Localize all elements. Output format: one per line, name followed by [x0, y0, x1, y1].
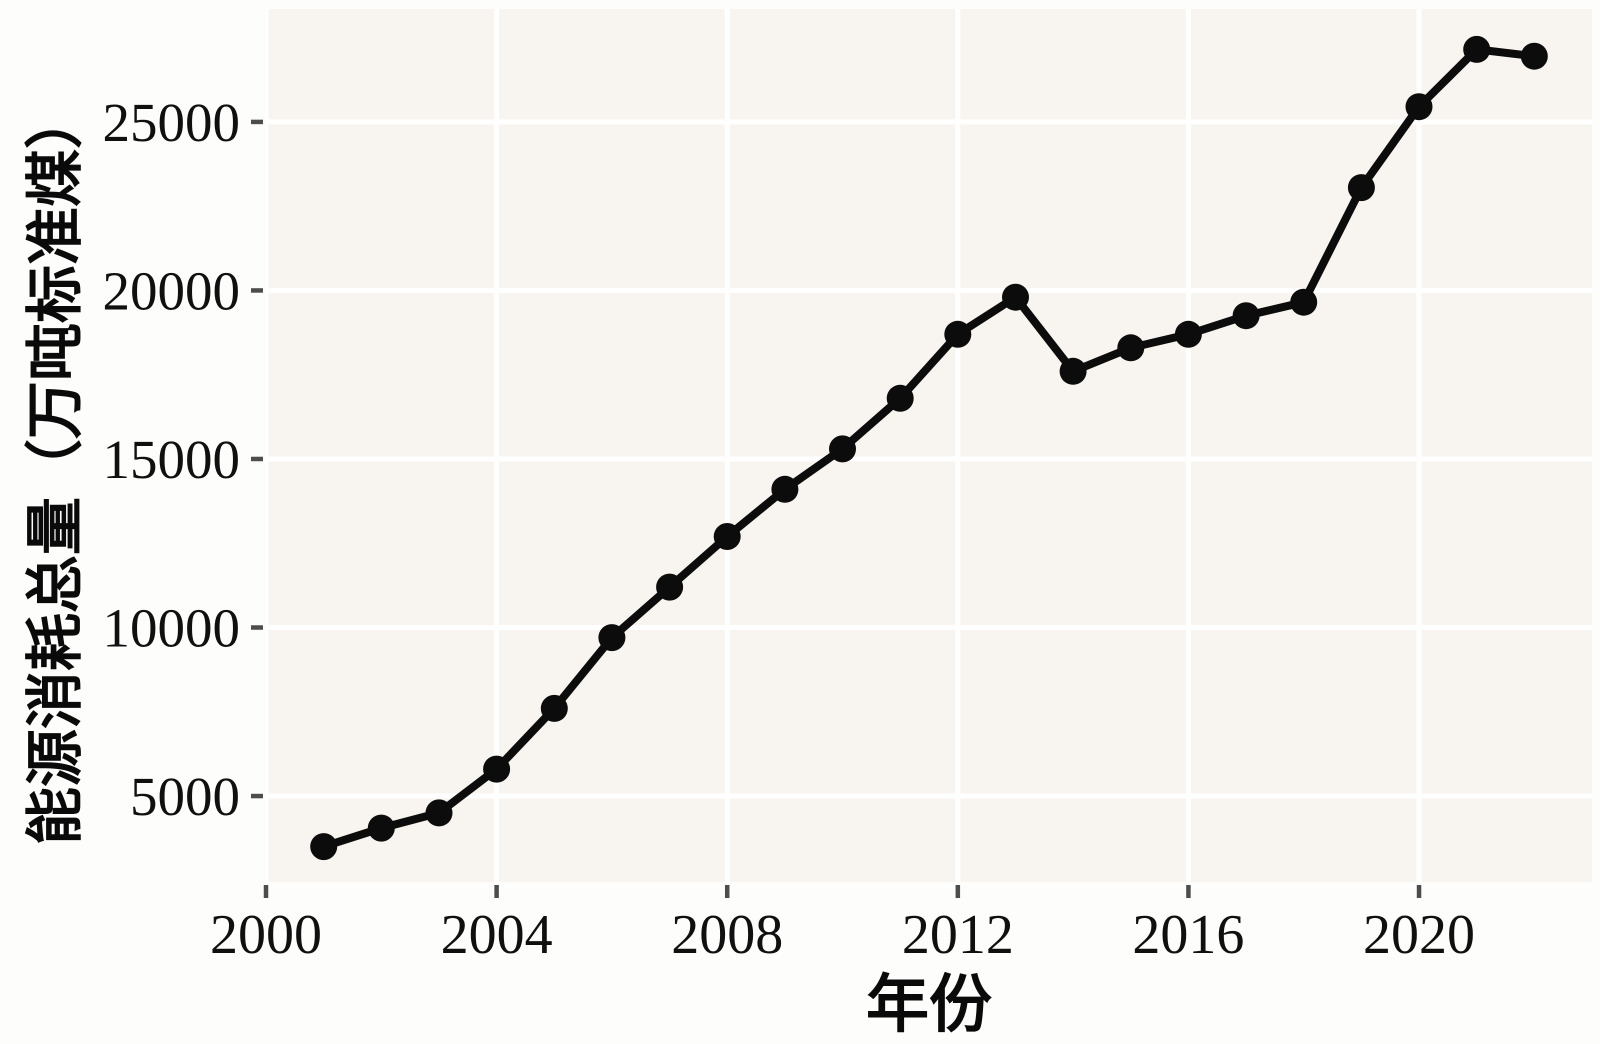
- x-tick-label: 2008: [671, 904, 783, 966]
- data-point: [1520, 42, 1548, 70]
- data-point: [771, 475, 799, 503]
- panel-background: [266, 9, 1592, 882]
- x-tick-label: 2000: [210, 904, 322, 966]
- y-tick-label: 5000: [130, 766, 240, 827]
- data-point: [540, 694, 568, 722]
- data-series: [310, 35, 1548, 861]
- x-axis-title: 年份: [866, 970, 992, 1040]
- x-tick-label: 2020: [1363, 904, 1475, 966]
- y-tick-label: 20000: [103, 260, 241, 321]
- y-tick-label: 15000: [103, 429, 241, 490]
- data-point: [483, 755, 511, 783]
- data-point: [1174, 320, 1202, 348]
- data-point: [1405, 93, 1433, 121]
- data-point: [829, 435, 856, 463]
- data-point: [367, 814, 395, 842]
- data-point: [310, 833, 338, 861]
- y-tick-label: 25000: [103, 92, 241, 153]
- data-point: [944, 320, 972, 348]
- data-point: [656, 573, 684, 601]
- x-tick-label: 2016: [1132, 904, 1244, 966]
- data-point: [1232, 302, 1260, 330]
- data-point: [886, 384, 914, 412]
- axes: 5000 10000 15000 20000 25000 2000 2004 2008 2012…: [103, 92, 1476, 966]
- data-point: [1002, 283, 1029, 311]
- data-point: [1117, 334, 1145, 362]
- gridlines: [266, 9, 1592, 882]
- data-point: [1290, 288, 1318, 316]
- data-point: [598, 624, 626, 652]
- y-axis-title: 能源消耗总量（万吨标准煤）: [23, 91, 88, 845]
- data-point: [1059, 357, 1087, 385]
- y-tick-label: 10000: [103, 598, 241, 659]
- series-line: [319, 45, 1539, 851]
- x-tick-label: 2004: [441, 904, 553, 966]
- plot-panel: [266, 9, 1592, 882]
- data-point: [1347, 174, 1375, 202]
- data-point: [713, 523, 741, 550]
- x-tick-label: 2012: [902, 904, 1014, 966]
- data-point: [425, 799, 453, 827]
- data-point: [1463, 35, 1491, 63]
